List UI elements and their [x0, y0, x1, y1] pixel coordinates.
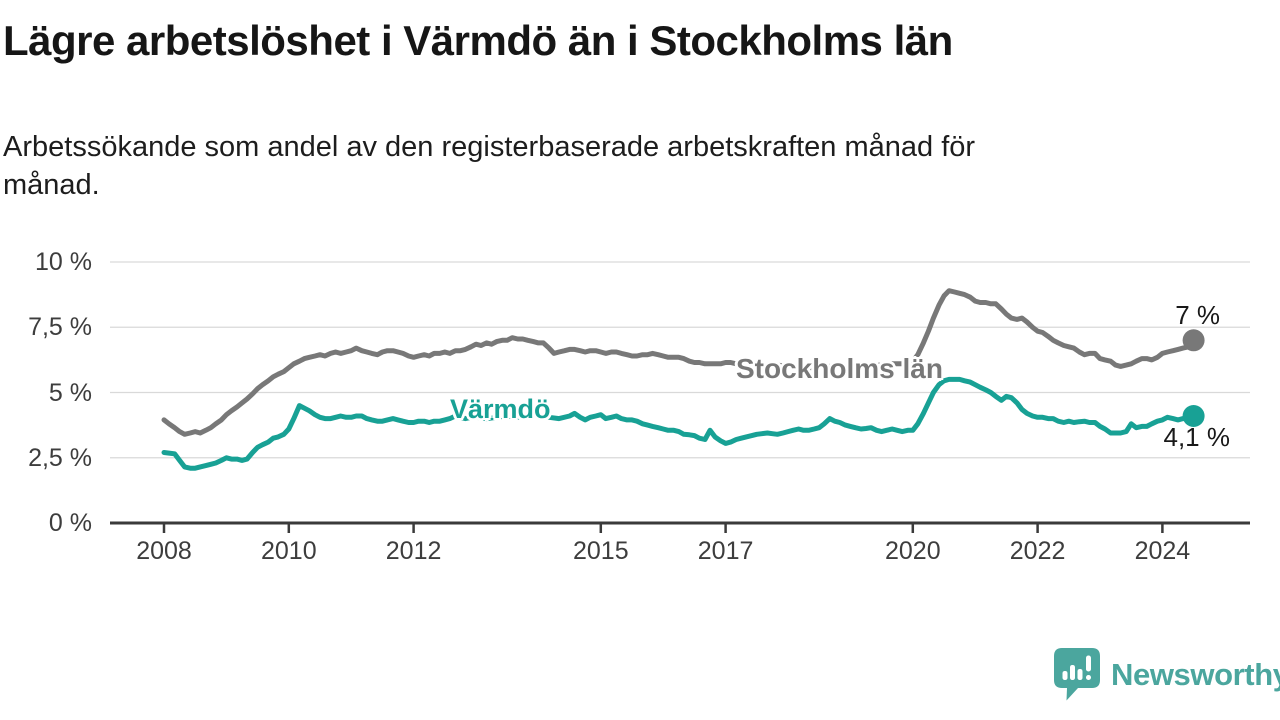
- end-value-label-varmdo: 4,1 %: [1163, 422, 1231, 452]
- x-axis-tick-label: 2022: [1009, 537, 1066, 565]
- x-axis-tick-label: 2008: [136, 537, 192, 565]
- y-axis-tick-label: 7,5 %: [28, 313, 92, 342]
- end-value-label-stockholms-lan: 7 %: [1175, 300, 1220, 330]
- y-axis-tick-label: 10 %: [35, 248, 92, 276]
- y-axis-tick-label: 5 %: [48, 378, 92, 407]
- y-axis-tick-label: 2,5 %: [28, 443, 92, 472]
- chart-subtitle-line2: månad.: [3, 169, 100, 201]
- x-axis-tick-label: 2012: [385, 537, 442, 565]
- series-line-varmdo: [161, 376, 1197, 471]
- x-axis-tick-label: 2020: [884, 537, 941, 565]
- x-axis-tick-label: 2015: [572, 537, 629, 565]
- series-line-stockholms-lan: [161, 288, 1197, 437]
- x-axis-tick-label: 2024: [1134, 537, 1191, 565]
- y-axis-tick-label: 0 %: [48, 509, 92, 537]
- series-label-varmdo: Värmdö: [450, 394, 551, 424]
- end-dot-varmdo: [1182, 405, 1205, 427]
- chart-subtitle: Arbetssökande som andel av den registerb…: [3, 128, 975, 204]
- x-axis-tick-label: 2017: [697, 537, 754, 565]
- brand-name: Newsworthy: [1111, 657, 1280, 692]
- newsworthy-logo[interactable]: Newsworthy: [1054, 648, 1280, 702]
- chart-title: Lägre arbetslöshet i Värmdö än i Stockho…: [3, 17, 953, 64]
- series-label-stockholms-lan: Stockholms län: [736, 353, 943, 384]
- end-dot-stockholms-lan: [1182, 329, 1205, 352]
- x-axis-tick-label: 2010: [260, 537, 317, 565]
- chart-subtitle-line1: Arbetssökande som andel av den registerb…: [3, 131, 976, 163]
- newsworthy-badge-icon: [1054, 648, 1100, 701]
